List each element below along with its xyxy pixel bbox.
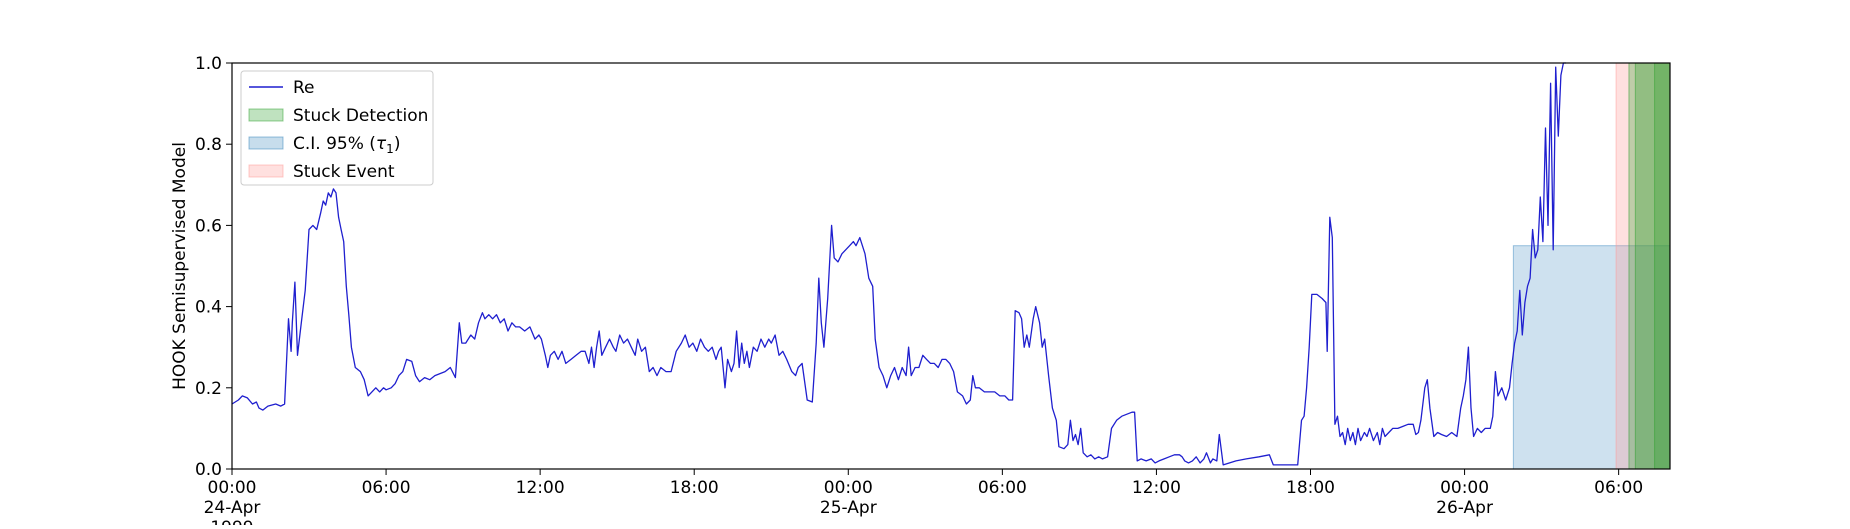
x-tick-label: 12:00 bbox=[516, 478, 565, 498]
x-tick-label: 06:00 bbox=[362, 478, 411, 498]
series-group bbox=[231, 62, 1566, 466]
legend-swatch-patch bbox=[248, 164, 284, 178]
legend-label: C.I. 95% (τ1) bbox=[293, 134, 400, 156]
y-tick-label: 0.2 bbox=[195, 379, 222, 399]
y-tick-label: 0.6 bbox=[195, 216, 222, 236]
legend: Re Stuck Detection C.I. 95% (τ1) Stuck Even… bbox=[240, 70, 434, 186]
x-tick-date-label: 25-Apr bbox=[820, 498, 877, 518]
y-tick-label: 0.0 bbox=[195, 460, 222, 480]
x-tick-label: 18:00 bbox=[1286, 478, 1335, 498]
x-tick-date-label: 26-Apr bbox=[1436, 498, 1493, 518]
region-stuck-detection-4 bbox=[1654, 62, 1671, 470]
y-tick-label: 0.4 bbox=[195, 298, 222, 318]
legend-label: Stuck Event bbox=[293, 162, 395, 182]
x-tick-date-label: 24-Apr bbox=[204, 498, 261, 518]
y-tick-label: 1.0 bbox=[195, 54, 222, 74]
x-axis: 00:0024-Apr199906:0012:0018:0000:0025-Ap… bbox=[204, 469, 1643, 529]
series-line-re bbox=[231, 62, 1566, 466]
legend-swatch-patch bbox=[248, 108, 284, 122]
x-tick-year-label: 1999 bbox=[210, 518, 253, 525]
x-tick-label: 06:00 bbox=[1594, 478, 1643, 498]
x-tick-label: 00:00 bbox=[208, 478, 257, 498]
y-axis: 0.0 0.2 0.4 0.6 0.8 1.0 bbox=[195, 54, 232, 480]
legend-swatch-patch bbox=[248, 136, 284, 150]
shaded-regions bbox=[1512, 62, 1671, 470]
x-tick-label: 06:00 bbox=[978, 478, 1027, 498]
x-tick-label: 00:00 bbox=[1440, 478, 1489, 498]
x-tick-label: 00:00 bbox=[824, 478, 873, 498]
legend-box bbox=[240, 70, 434, 186]
plot-frame bbox=[231, 62, 1671, 470]
x-tick-label: 12:00 bbox=[1132, 478, 1181, 498]
legend-label: Stuck Detection bbox=[293, 106, 428, 126]
region-stuck-detection-3 bbox=[1634, 62, 1671, 470]
x-tick-label: 18:00 bbox=[670, 478, 719, 498]
y-axis-title: HOOK Semisupervised Model bbox=[170, 142, 190, 390]
y-tick-label: 0.8 bbox=[195, 135, 222, 155]
region-c-i-95-1--0 bbox=[1512, 245, 1671, 470]
region-stuck-event-1 bbox=[1615, 62, 1671, 470]
legend-label: Re bbox=[293, 78, 315, 98]
